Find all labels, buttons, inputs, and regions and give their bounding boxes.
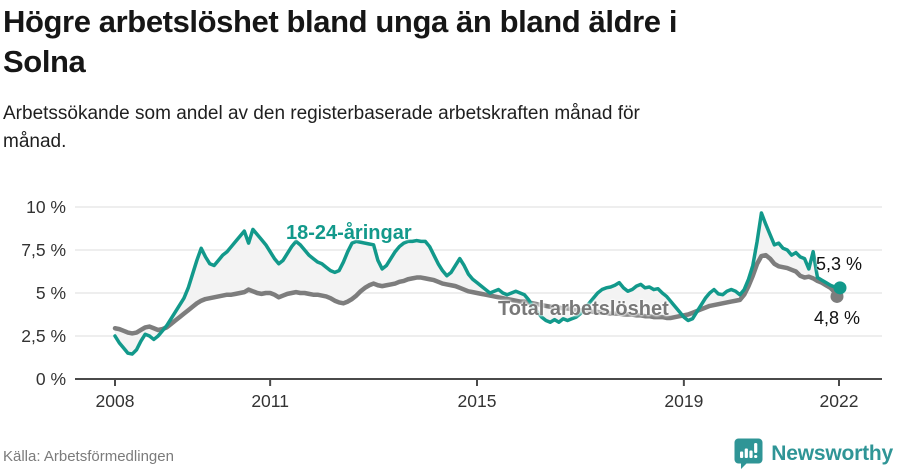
source-note: Källa: Arbetsförmedlingen — [3, 448, 174, 465]
x-tick-label: 2022 — [820, 391, 859, 411]
line-chart: 0 % 2,5 % 5 % 7,5 % 10 % 2008 2011 2015 2019 202… — [0, 190, 900, 425]
x-tick-label: 2008 — [96, 391, 135, 411]
chart-subtitle-line2: månad. — [3, 131, 67, 152]
page-title: Högre arbetslöshet bland unga än bland ä… — [3, 2, 893, 82]
chart-subtitle-line1: Arbetssökande som andel av den registerb… — [3, 103, 640, 124]
x-axis-labels: 2008 2011 2015 2019 2022 — [96, 391, 859, 411]
y-tick-label: 7,5 % — [21, 240, 66, 260]
x-tick-label: 2011 — [251, 391, 289, 411]
youth-unemployment-line — [113, 211, 841, 356]
end-value-young: 5,3 % — [816, 254, 863, 274]
y-tick-label: 0 % — [36, 369, 66, 389]
y-axis-labels: 0 % 2,5 % 5 % 7,5 % 10 % — [21, 197, 66, 389]
youth-end-dot — [833, 281, 847, 295]
series-label-total: Total arbetslöshet — [498, 298, 669, 320]
chart-plot-area: 0 % 2,5 % 5 % 7,5 % 10 % 2008 2011 2015 2019 202… — [21, 197, 882, 411]
x-tick-label: 2019 — [664, 391, 703, 411]
newsworthy-icon — [734, 438, 763, 469]
y-tick-label: 2,5 % — [21, 326, 66, 346]
end-value-total: 4,8 % — [814, 308, 861, 328]
total-unemployment-line — [112, 252, 842, 336]
newsworthy-logo: Newsworthy — [734, 438, 893, 469]
page-title-line2: Solna — [3, 44, 86, 79]
newsworthy-wordmark: Newsworthy — [771, 441, 893, 465]
x-axis-ticks — [114, 379, 840, 386]
x-tick-label: 2015 — [458, 391, 497, 411]
series-label-young: 18-24-åringar — [286, 222, 412, 244]
y-tick-label: 10 % — [26, 197, 66, 217]
y-tick-label: 5 % — [36, 283, 66, 303]
page-title-line1: Högre arbetslöshet bland unga än bland ä… — [3, 4, 678, 39]
chart-subtitle: Arbetssökande som andel av den registerb… — [3, 100, 893, 156]
